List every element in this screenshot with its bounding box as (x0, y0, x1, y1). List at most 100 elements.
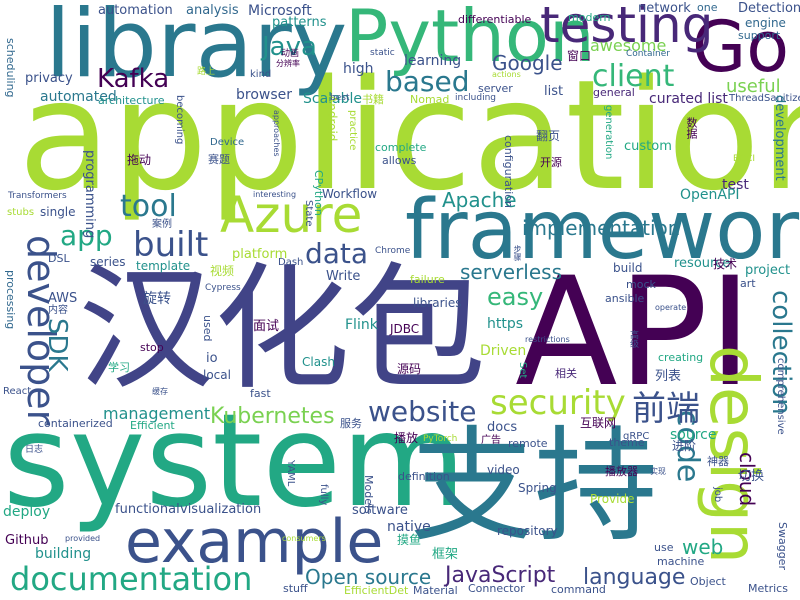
word: Detection (738, 1, 800, 16)
word: use (654, 541, 674, 554)
word: Provide (590, 492, 635, 506)
word: video (487, 463, 520, 477)
word: Workflow (322, 187, 378, 201)
word: allows (382, 154, 417, 167)
word: Metrics (748, 582, 788, 595)
word: test (722, 177, 749, 193)
word: 高级 (628, 330, 638, 348)
word: 案例 (152, 219, 172, 230)
word: https (487, 316, 524, 332)
word: 开源 (540, 156, 562, 169)
word: Device (210, 137, 245, 148)
word: containerized (38, 417, 113, 430)
word: Chrome (375, 246, 411, 256)
word: client (592, 59, 675, 94)
word: useful (726, 76, 781, 97)
word: 播放器 (605, 465, 638, 478)
word: app (60, 219, 113, 252)
word: list (544, 84, 564, 99)
word: restrictions (525, 335, 570, 344)
word: 面试 (253, 319, 280, 334)
word: Connector (468, 582, 525, 595)
word: local (203, 368, 231, 382)
word: project (745, 263, 791, 278)
word: visualization (180, 502, 262, 517)
word: programming (82, 150, 97, 239)
word: 播放 (394, 431, 419, 445)
word: libraries (413, 296, 462, 310)
word: React (3, 386, 32, 397)
word: tool (120, 189, 177, 224)
word: template (136, 259, 191, 273)
word: Kafka (97, 64, 170, 94)
word: software (352, 503, 408, 518)
word: Github (5, 533, 49, 548)
word: best (330, 93, 350, 103)
word: build (613, 261, 643, 275)
word: functional (115, 502, 180, 517)
word: 日志 (25, 445, 44, 455)
word: AWS (48, 291, 78, 306)
word: single (40, 205, 76, 219)
word: patterns (272, 15, 327, 30)
word: general (593, 86, 635, 99)
word: custom (624, 139, 672, 154)
word: learning (404, 53, 462, 69)
word: Nomad (410, 93, 450, 106)
word: Container (626, 49, 670, 59)
word: documentation (10, 560, 253, 598)
word: automated (40, 89, 117, 105)
word: 学习 (108, 361, 130, 374)
word: engine (745, 16, 786, 30)
word: 窗口 (567, 49, 592, 63)
word: 分辨率 (276, 59, 300, 68)
word: 切换 (738, 469, 765, 484)
word: library (45, 0, 348, 99)
word: 内容 (48, 305, 68, 316)
word: YAML (285, 460, 296, 487)
word: fast (250, 387, 271, 400)
word: Set (517, 362, 528, 379)
word: application (18, 47, 800, 224)
word: complete (375, 141, 427, 154)
word: Apache (442, 188, 517, 212)
word: interesting (253, 190, 297, 199)
word: native (387, 519, 431, 535)
word: serverless (460, 260, 563, 284)
word: CPython (312, 170, 325, 216)
word: stuff (283, 582, 308, 595)
word: Object (690, 575, 726, 588)
word: series (90, 255, 126, 269)
word: io (206, 351, 218, 366)
word: built (133, 225, 209, 265)
word: static (370, 48, 395, 58)
word: generation (603, 105, 614, 160)
word: 技术 (713, 257, 738, 271)
word: operate (655, 303, 687, 312)
word: automation (98, 3, 173, 18)
word: Material (413, 584, 458, 597)
word: Efficient (130, 419, 175, 432)
word: actions (492, 70, 521, 79)
word: 汉化包 (78, 251, 486, 409)
word: comprehensive (775, 358, 786, 435)
word: JDBC (390, 322, 420, 336)
word: Python (345, 0, 595, 78)
word: support (738, 29, 781, 42)
word: 书籍 (362, 93, 384, 106)
word: SDK (42, 318, 72, 372)
word: language (583, 565, 686, 590)
word: implementation (522, 216, 681, 240)
word: source (670, 427, 717, 443)
word: failure (410, 273, 445, 286)
word: API (515, 246, 753, 420)
word: Android (325, 95, 339, 142)
word: ansible (605, 292, 645, 305)
word: Cypress (205, 283, 241, 293)
word: scheduling (4, 38, 17, 98)
word: practice (347, 110, 358, 151)
word: 路上 (197, 67, 216, 77)
word: Dash (278, 257, 304, 268)
word: DSL (48, 252, 70, 265)
